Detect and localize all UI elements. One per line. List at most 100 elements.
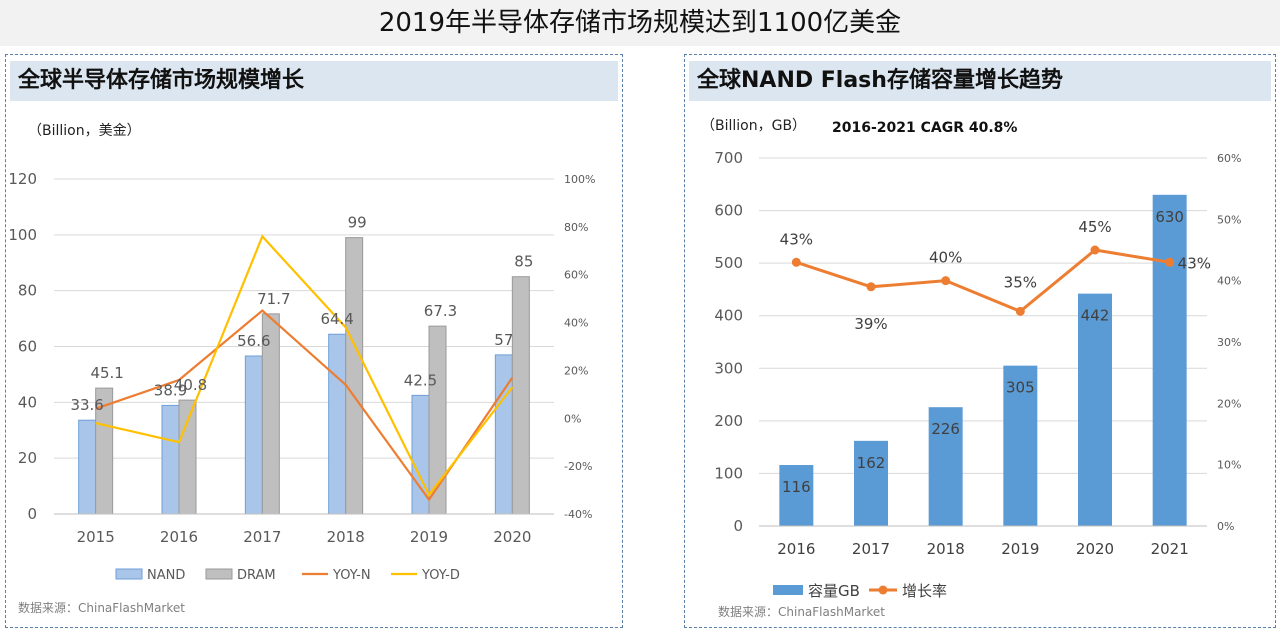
x-tick-label: 2019: [410, 528, 448, 546]
nand-capacity-panel: 全球NAND Flash存储容量增长趋势 （Billion，GB） 2016-20…: [684, 54, 1276, 628]
line-growth-rate: [795, 248, 1170, 314]
y2-tick-label: 30%: [1217, 336, 1241, 349]
x-tick-label: 2016: [777, 540, 815, 558]
y-tick-label: 20: [18, 449, 37, 467]
data-label: 442: [1081, 307, 1110, 325]
y-tick-label: 600: [714, 202, 743, 220]
data-label: 305: [1006, 379, 1035, 397]
x-tick-label: 2015: [77, 528, 115, 546]
y2-tick-label: 80%: [564, 221, 588, 234]
data-label: 38.9: [154, 381, 187, 399]
bar-nand: [244, 355, 263, 515]
growth-rate-point: [1165, 257, 1175, 267]
y2-tick-label: -40%: [564, 508, 592, 521]
legend-label: YOY-N: [332, 568, 371, 583]
data-label: 45.1: [90, 364, 123, 382]
legend-swatch: [115, 568, 143, 580]
nand-capacity-chart-title: 全球NAND Flash存储容量增长趋势: [689, 61, 1271, 101]
y-tick-label: 500: [714, 254, 743, 272]
bar-capacity: [854, 440, 888, 526]
bar-dram: [511, 276, 530, 515]
data-label: 226: [931, 420, 960, 438]
bar-capacity: [928, 407, 963, 526]
x-tick-label: 2017: [852, 540, 890, 558]
y2-tick-label: 10%: [1217, 459, 1241, 472]
data-label: 71.7: [257, 290, 290, 308]
y2-tick-label: 60%: [1217, 152, 1241, 165]
bar-capacity: [1078, 293, 1112, 526]
data-label: 56.6: [237, 332, 270, 350]
line-yoy-n: [95, 309, 514, 502]
y-tick-label: 60: [18, 338, 37, 356]
y-tick-label: 700: [714, 149, 743, 167]
x-tick-label: 2020: [493, 528, 531, 546]
y-tick-label: 80: [18, 282, 37, 300]
market-size-panel: 全球半导体存储市场规模增长 （Billion，美金） 0 20 40 60 80 100 12…: [5, 54, 623, 628]
bar-nand: [78, 419, 97, 515]
y2-tick-label: 50%: [1217, 213, 1241, 226]
x-tick-label: 2017: [243, 528, 281, 546]
y-tick-label: 300: [714, 359, 743, 377]
bar-nand: [494, 354, 513, 515]
x-tick-label: 2019: [1001, 540, 1039, 558]
rate-label: 43%: [780, 230, 813, 248]
y2-tick-label: 40%: [1217, 275, 1241, 288]
y2-tick-label: 0%: [1217, 520, 1234, 533]
line-yoy-d: [95, 234, 514, 497]
bar-capacity: [779, 465, 814, 526]
legend-label: DRAM: [237, 568, 276, 583]
bar-dram: [178, 399, 197, 515]
y-tick-label: 400: [714, 307, 743, 325]
page-title: 2019年半导体存储市场规模达到1100亿美金: [0, 0, 1280, 46]
data-label: 67.3: [424, 302, 457, 320]
data-label: 40.8: [174, 376, 207, 394]
rate-label: 43%: [1178, 254, 1211, 272]
growth-rate-point: [866, 282, 876, 292]
y2-tick-label: 0%: [564, 412, 581, 425]
bar-capacity: [1003, 365, 1038, 526]
legend-label: YOY-D: [421, 568, 460, 583]
y-tick-label: 100: [8, 226, 37, 244]
data-label: 162: [857, 454, 886, 472]
data-label: 85: [514, 253, 533, 271]
market-size-chart: （Billion，美金） 0 20 40 60 80 100 120 -40% -20% 0% 20%…: [8, 123, 595, 615]
data-label: 116: [782, 478, 811, 496]
rate-label: 40%: [929, 249, 962, 267]
data-label: 64.4: [320, 310, 353, 328]
growth-rate-point: [941, 276, 951, 286]
data-label: 630: [1155, 208, 1184, 226]
y-tick-label: 0: [27, 505, 37, 523]
y2-tick-label: 20%: [564, 364, 588, 377]
rate-label: 45%: [1078, 218, 1111, 236]
legend-label: 容量GB: [808, 582, 860, 600]
y2-tick-label: 40%: [564, 317, 588, 330]
growth-rate-point: [791, 257, 801, 267]
x-tick-label: 2018: [927, 540, 965, 558]
rate-label: 35%: [1004, 273, 1037, 291]
x-tick-label: 2018: [327, 528, 365, 546]
legend-marker: [878, 585, 888, 595]
growth-rate-point: [1090, 245, 1100, 255]
y-tick-label: 120: [8, 170, 37, 188]
data-label: 33.6: [70, 396, 103, 414]
data-label: 57: [494, 331, 513, 349]
unit-label: （Billion，GB）: [701, 118, 806, 134]
x-tick-label: 2021: [1151, 540, 1189, 558]
bar-nand: [328, 333, 347, 515]
data-label: 99: [348, 214, 367, 232]
y2-tick-label: -20%: [564, 460, 592, 473]
legend-swatch: [205, 568, 233, 580]
market-size-chart-title: 全球半导体存储市场规模增长: [10, 61, 618, 101]
legend-label: NAND: [147, 568, 185, 583]
data-label: 42.5: [404, 371, 437, 389]
y2-tick-label: 60%: [564, 269, 588, 282]
bar-capacity: [1152, 194, 1187, 527]
growth-rate-point: [1015, 306, 1025, 316]
y-tick-label: 100: [714, 464, 743, 482]
x-tick-label: 2016: [160, 528, 198, 546]
legend-label: 增长率: [902, 582, 947, 600]
y-tick-label: 200: [714, 412, 743, 430]
y2-tick-label: 20%: [1217, 397, 1241, 410]
bar-dram: [345, 237, 364, 515]
y2-tick-label: 100%: [564, 173, 595, 186]
